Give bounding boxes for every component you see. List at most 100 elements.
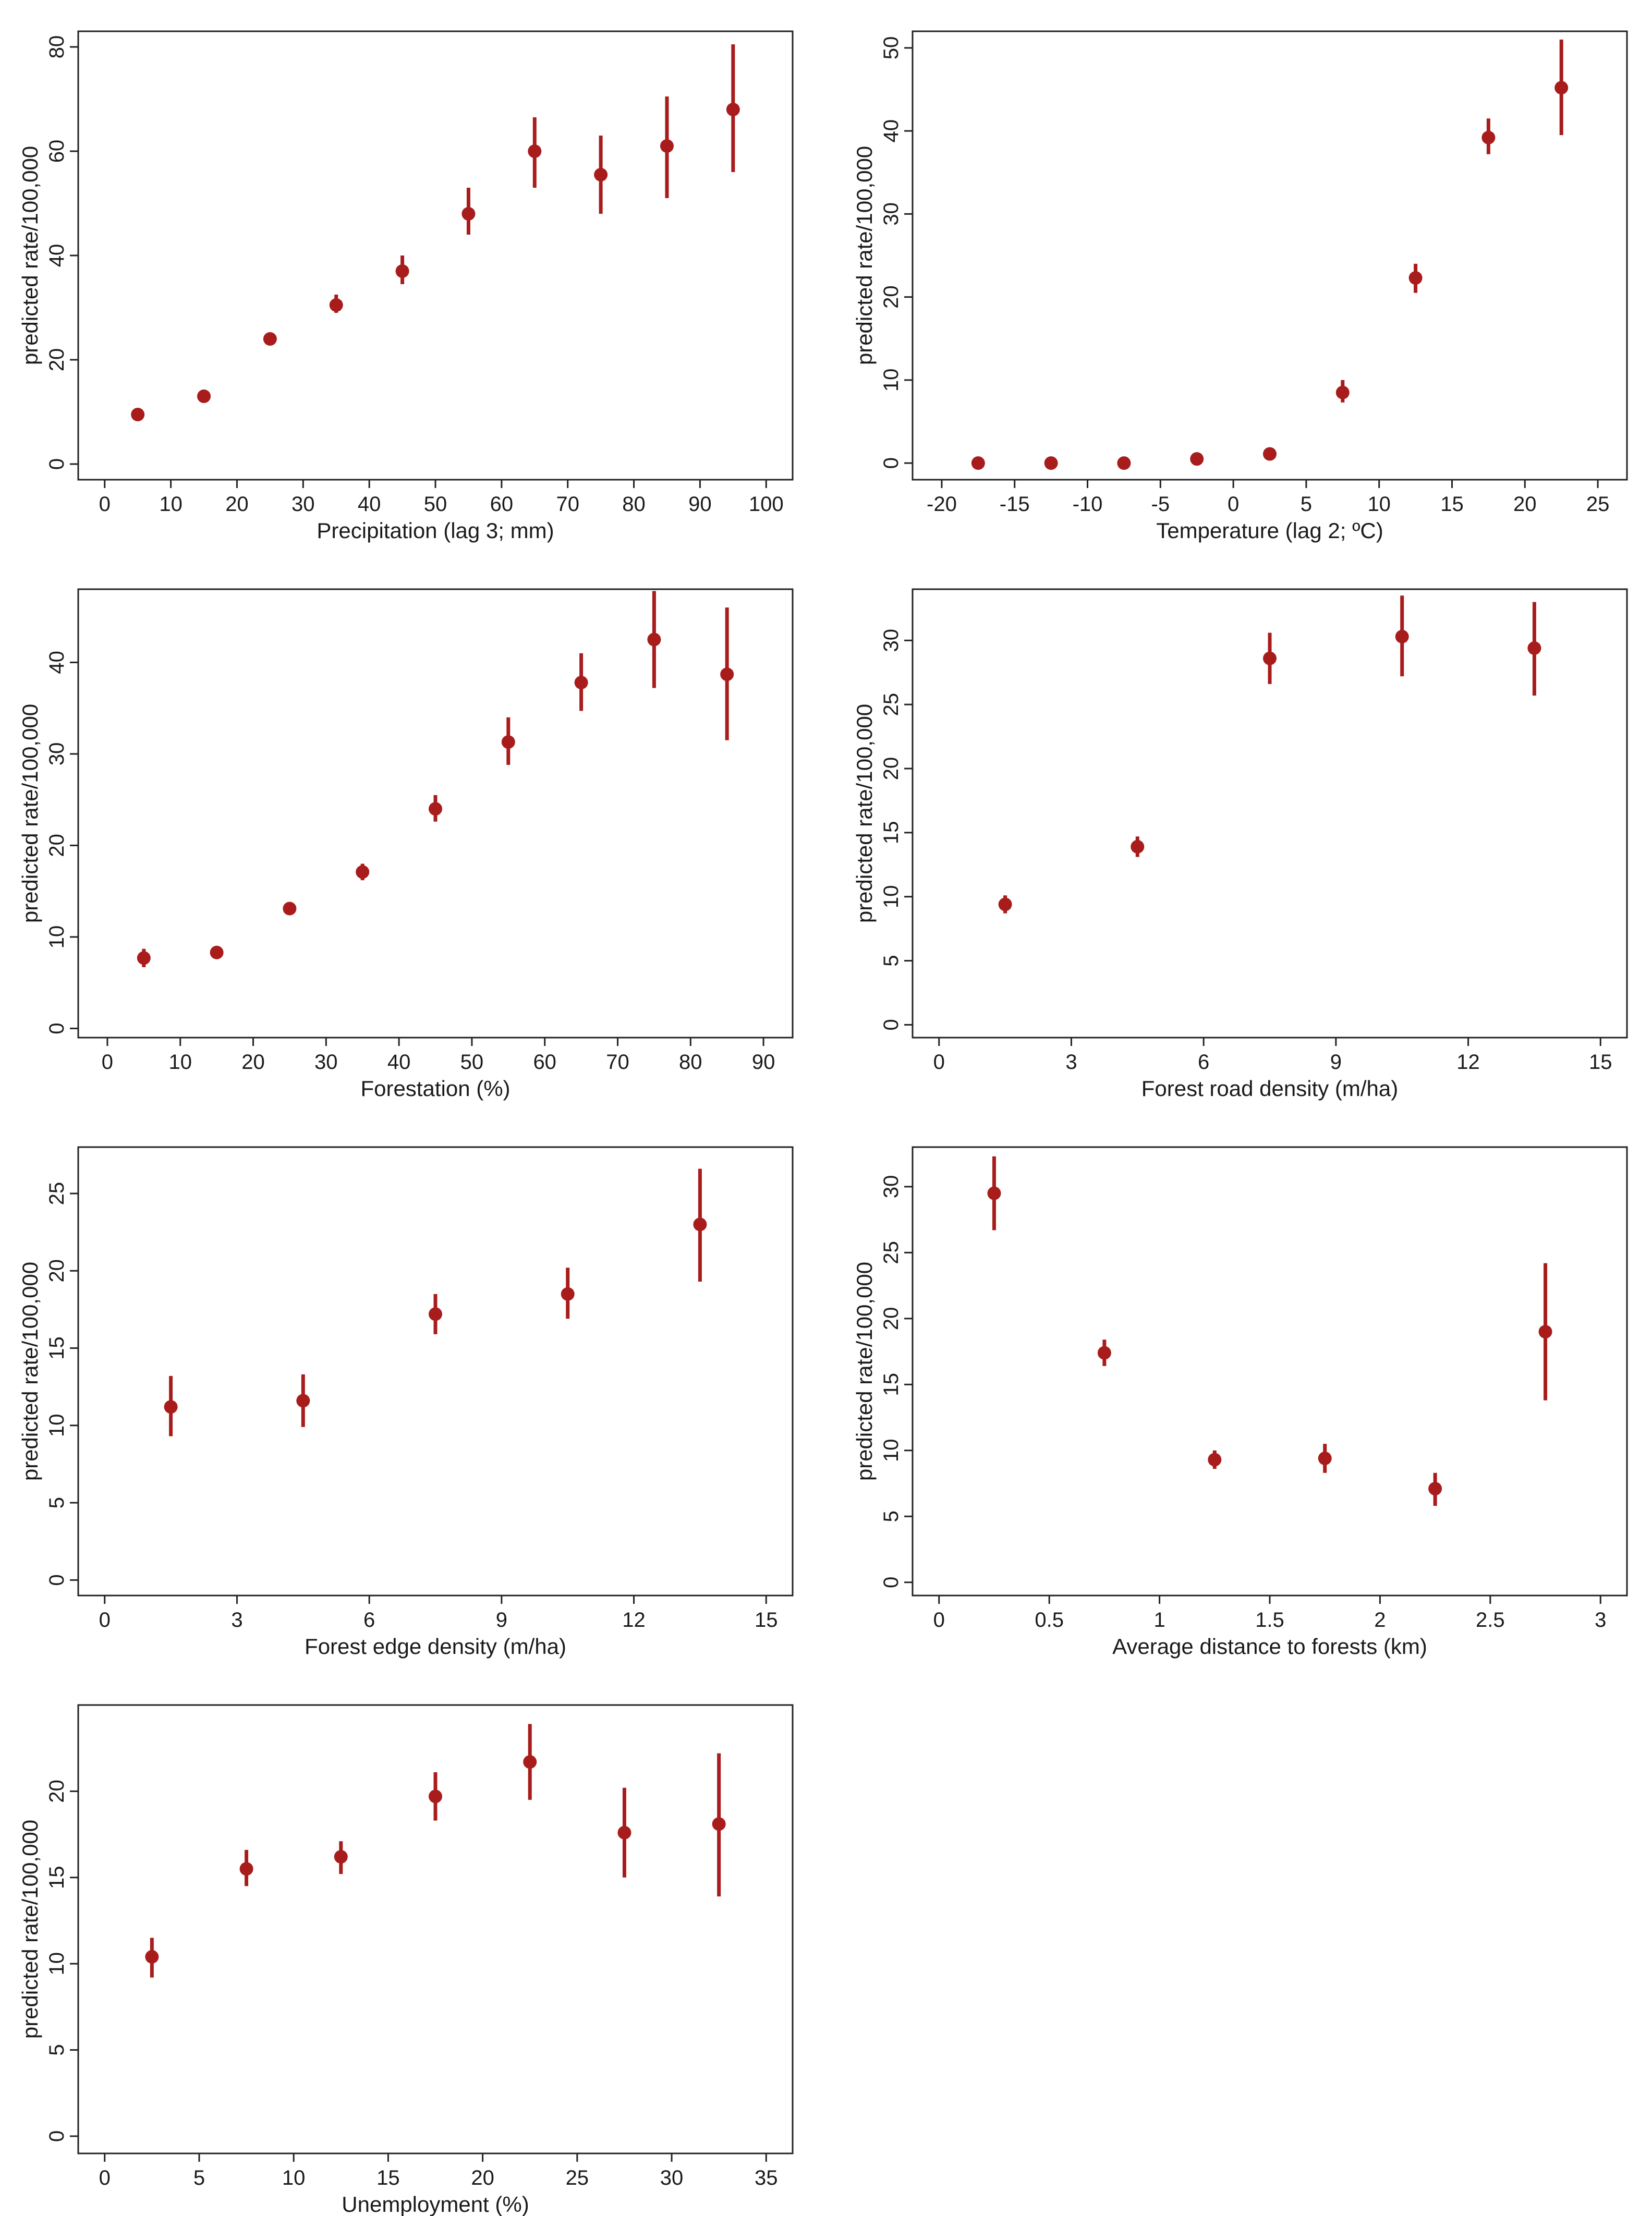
data-point <box>693 1217 707 1232</box>
data-point <box>501 735 515 749</box>
x-tick-label: 25 <box>1586 493 1610 516</box>
x-tick-label: 10 <box>1367 493 1391 516</box>
data-point <box>617 1825 631 1840</box>
data-point <box>1318 1451 1332 1465</box>
data-point <box>1097 1346 1111 1360</box>
data-point <box>594 168 608 181</box>
y-tick-label: 5 <box>45 1497 68 1508</box>
data-point <box>1117 456 1131 470</box>
y-tick-label: 5 <box>45 2044 68 2055</box>
data-point <box>197 389 211 403</box>
x-axis-title: Forest edge density (m/ha) <box>305 1634 566 1659</box>
x-axis-title: Forest road density (m/ha) <box>1141 1076 1399 1101</box>
x-tick-label: 10 <box>168 1051 192 1074</box>
x-tick-label: 12 <box>622 1609 646 1631</box>
data-point <box>1044 456 1058 470</box>
x-tick-label: 15 <box>1440 493 1464 516</box>
data-point <box>145 1950 159 1964</box>
y-tick-label: 15 <box>880 1373 903 1396</box>
y-tick-label: 15 <box>880 821 903 845</box>
x-tick-label: 3 <box>231 1609 242 1631</box>
x-tick-label: 80 <box>622 493 646 516</box>
x-tick-label: 15 <box>1589 1051 1612 1074</box>
plot-area <box>912 30 1628 481</box>
x-tick-label: 0.5 <box>1035 1609 1064 1631</box>
data-point <box>1481 130 1496 144</box>
data-point <box>1538 1325 1552 1339</box>
y-tick-label: 80 <box>45 35 68 59</box>
y-tick-label: 5 <box>880 955 903 966</box>
x-axis-title: Temperature (lag 2; ºC) <box>1156 518 1383 543</box>
plot-area <box>912 1146 1628 1597</box>
data-point <box>1131 839 1145 854</box>
x-tick-label: 1 <box>1153 1609 1165 1631</box>
x-tick-label: 2.5 <box>1476 1609 1505 1631</box>
x-tick-label: 20 <box>225 493 249 516</box>
x-tick-label: 6 <box>1198 1051 1209 1074</box>
data-point <box>429 1307 442 1321</box>
x-tick-label: 50 <box>424 493 447 516</box>
data-point <box>429 1789 442 1804</box>
x-tick-label: 40 <box>358 493 381 516</box>
y-tick-label: 15 <box>45 1336 68 1360</box>
data-point <box>461 207 476 221</box>
x-tick-label: 10 <box>159 493 183 516</box>
data-point <box>574 676 588 690</box>
y-tick-label: 20 <box>880 757 903 781</box>
y-tick-label: 0 <box>45 1022 68 1034</box>
data-point <box>1554 81 1569 95</box>
y-tick-label: 0 <box>45 1574 68 1586</box>
x-axis-title: Forestation (%) <box>360 1076 510 1101</box>
x-tick-label: 2 <box>1374 1609 1386 1631</box>
data-point <box>561 1287 575 1301</box>
y-tick-label: 0 <box>880 457 903 469</box>
x-tick-label: 0 <box>99 493 111 516</box>
data-point <box>720 667 734 681</box>
chart-panel-1: 0 10 20 30 40 50 60 70 80 90 100 0 20 40 60 80 Precipita… <box>18 30 794 543</box>
x-tick-label: 40 <box>387 1051 411 1074</box>
x-tick-label: 90 <box>752 1051 775 1074</box>
data-point <box>1527 641 1541 655</box>
x-tick-label: -5 <box>1151 493 1170 516</box>
data-point <box>283 902 297 916</box>
y-tick-label: 30 <box>880 1175 903 1199</box>
x-tick-label: 12 <box>1456 1051 1480 1074</box>
y-tick-label: 50 <box>880 36 903 60</box>
x-tick-label: 70 <box>556 493 579 516</box>
x-tick-label: -15 <box>1000 493 1030 516</box>
y-tick-label: 15 <box>45 1866 68 1890</box>
x-tick-label: 1.5 <box>1255 1609 1284 1631</box>
x-tick-label: -20 <box>927 493 957 516</box>
y-axis-title: predicted rate/100,000 <box>852 1262 877 1481</box>
y-tick-label: 10 <box>880 885 903 908</box>
x-tick-label: 30 <box>291 493 315 516</box>
y-tick-label: 20 <box>880 285 903 309</box>
data-point <box>334 1850 348 1864</box>
x-tick-label: 30 <box>660 2166 684 2189</box>
chart-panel-7: 0 5 10 15 20 25 30 35 0 5 10 15 20 Unemployment (%) pr… <box>18 1704 794 2216</box>
x-tick-label: 20 <box>471 2166 494 2189</box>
data-point <box>1190 452 1204 466</box>
y-tick-label: 10 <box>45 1952 68 1976</box>
x-tick-label: 90 <box>688 493 712 516</box>
data-point <box>726 103 740 116</box>
chart-panel-5: 0 3 6 9 12 15 0 5 10 15 20 25 Forest edge density (m… <box>18 1146 794 1659</box>
x-axis-title: Unemployment (%) <box>342 2192 529 2216</box>
x-tick-label: 60 <box>490 493 514 516</box>
data-point <box>1263 447 1277 461</box>
y-tick-label: 0 <box>45 2130 68 2142</box>
data-point <box>429 802 442 816</box>
chart-panel-4: 0 3 6 9 12 15 0 5 10 15 20 25 30 Forest road density … <box>852 588 1628 1101</box>
data-point <box>987 1186 1001 1200</box>
x-tick-label: 0 <box>99 1609 111 1631</box>
chart-panel-2: -20 -15 -10 -5 0 5 10 15 20 25 0 10 20 30 40 50 Temperat… <box>852 30 1628 543</box>
data-point <box>131 408 145 421</box>
y-tick-label: 30 <box>880 629 903 652</box>
x-tick-label: -10 <box>1073 493 1103 516</box>
data-point <box>971 456 985 470</box>
x-tick-label: 20 <box>241 1051 265 1074</box>
plot-area <box>77 1146 794 1597</box>
x-tick-label: 9 <box>496 1609 507 1631</box>
data-point <box>239 1862 253 1876</box>
